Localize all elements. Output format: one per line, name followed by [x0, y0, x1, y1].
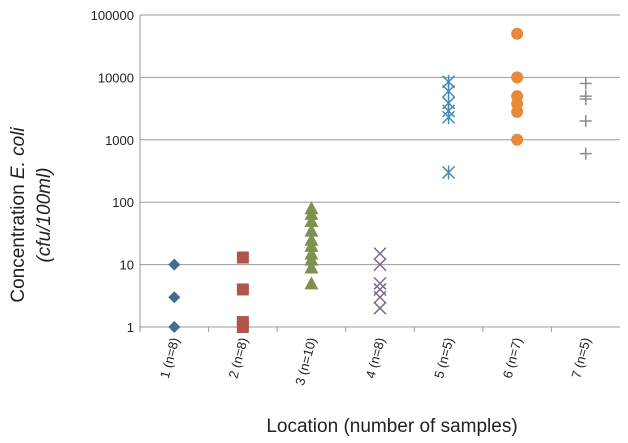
- y-tick-label: 100000: [91, 8, 134, 23]
- data-point-square: [236, 316, 249, 329]
- data-points: [168, 27, 592, 333]
- data-point-triangle: [304, 232, 319, 246]
- x-tick-label: 1 (n=8): [157, 336, 182, 380]
- y-tick-label: 10000: [98, 70, 134, 85]
- data-point-diamond: [168, 291, 181, 304]
- data-point-circle: [511, 133, 524, 146]
- data-point-circle: [511, 27, 524, 40]
- data-point-square: [236, 283, 249, 296]
- data-point-x: [373, 258, 387, 272]
- data-point-triangle: [304, 276, 319, 290]
- y-tick-label: 1: [127, 320, 134, 335]
- x-tick-label: 7 (n=5): [568, 336, 593, 380]
- y-tick-label: 100: [112, 195, 134, 210]
- data-point-triangle: [304, 223, 319, 237]
- data-point-diamond: [168, 258, 181, 271]
- x-axis-title: Location (number of samples): [266, 416, 517, 437]
- data-point-x: [373, 301, 387, 315]
- data-point-triangle: [304, 213, 319, 227]
- data-point-plus: [579, 115, 592, 128]
- data-point-asterisk: [442, 165, 456, 180]
- axes: [139, 15, 620, 332]
- data-point-x: [373, 247, 387, 261]
- x-tick-label: 5 (n=5): [431, 336, 456, 380]
- y-axis-title-line2: (cfu/100ml): [34, 167, 55, 262]
- data-point-circle: [511, 90, 524, 103]
- x-tick-label: 2 (n=8): [226, 336, 251, 380]
- data-point-triangle: [304, 246, 319, 260]
- y-tick-label: 1000: [105, 133, 134, 148]
- data-point-square: [236, 251, 249, 264]
- data-point-plus: [579, 147, 592, 160]
- y-axis-title-line1: Concentration E. coli: [8, 127, 29, 303]
- y-tick-label: 10: [120, 258, 134, 273]
- data-point-plus: [579, 90, 592, 103]
- data-point-plus: [579, 77, 592, 90]
- x-tick-labels: 1 (n=8) 2 (n=8) 3 (n=10) 4 (n=8) 5 (n=5) 6 (n…: [157, 336, 594, 387]
- y-axis-title-prefix: Concentration: [8, 179, 29, 303]
- data-point-circle: [511, 105, 524, 118]
- data-point-circle: [511, 71, 524, 84]
- data-point-asterisk: [442, 95, 456, 110]
- y-axis-title-italic: E. coli: [8, 127, 29, 180]
- x-tick-label: 4 (n=8): [363, 336, 388, 380]
- data-point-triangle: [304, 260, 319, 274]
- y-tick-labels: 1 10 100 1000 10000 100000: [91, 8, 134, 335]
- x-tick-label: 3 (n=10): [292, 336, 319, 387]
- data-point-x: [373, 282, 387, 296]
- data-point-triangle: [304, 201, 319, 215]
- data-point-asterisk: [442, 74, 456, 89]
- data-point-diamond: [168, 321, 181, 333]
- gridlines: [140, 14, 620, 328]
- x-tick-label: 6 (n=7): [500, 336, 525, 380]
- data-point-x: [373, 276, 387, 290]
